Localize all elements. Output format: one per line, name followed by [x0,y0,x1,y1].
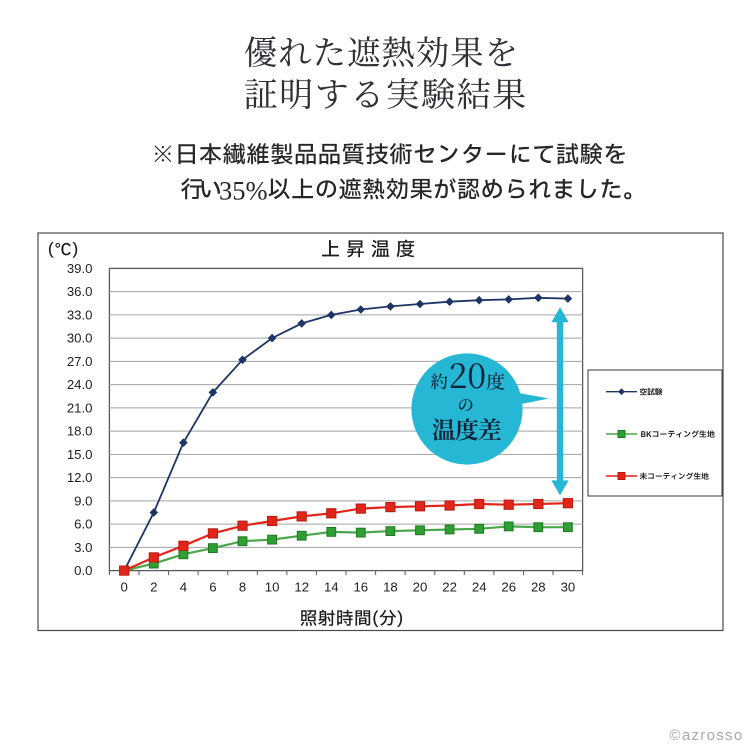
svg-text:22: 22 [442,580,457,595]
svg-text:36.0: 36.0 [67,284,93,299]
svg-text:4: 4 [180,580,187,595]
svg-text:30: 30 [561,580,576,595]
svg-text:©azrosso: ©azrosso [670,727,744,744]
svg-text:18.0: 18.0 [67,424,93,439]
svg-text:6: 6 [209,580,216,595]
svg-text:21.0: 21.0 [67,400,93,415]
svg-text:24.0: 24.0 [67,377,93,392]
svg-text:8: 8 [239,580,246,595]
svg-text:0: 0 [121,580,128,595]
svg-text:20: 20 [413,580,428,595]
svg-text:6.0: 6.0 [74,517,92,532]
svg-text:0.0: 0.0 [74,563,92,578]
svg-text:24: 24 [472,580,487,595]
svg-text:12.0: 12.0 [67,470,93,485]
svg-text:30.0: 30.0 [67,331,93,346]
svg-text:12: 12 [294,580,309,595]
svg-text:27.0: 27.0 [67,354,93,369]
svg-text:15.0: 15.0 [67,447,93,462]
svg-text:2: 2 [150,580,157,595]
svg-text:9.0: 9.0 [74,493,92,508]
svg-text:28: 28 [531,580,546,595]
svg-text:14: 14 [324,580,339,595]
svg-text:26: 26 [501,580,516,595]
svg-text:16: 16 [353,580,368,595]
svg-text:18: 18 [383,580,398,595]
svg-text:35%: 35% [219,175,268,205]
svg-text:10: 10 [265,580,280,595]
svg-text:33.0: 33.0 [67,307,93,322]
svg-text:39.0: 39.0 [67,261,93,276]
svg-text:3.0: 3.0 [74,540,92,555]
